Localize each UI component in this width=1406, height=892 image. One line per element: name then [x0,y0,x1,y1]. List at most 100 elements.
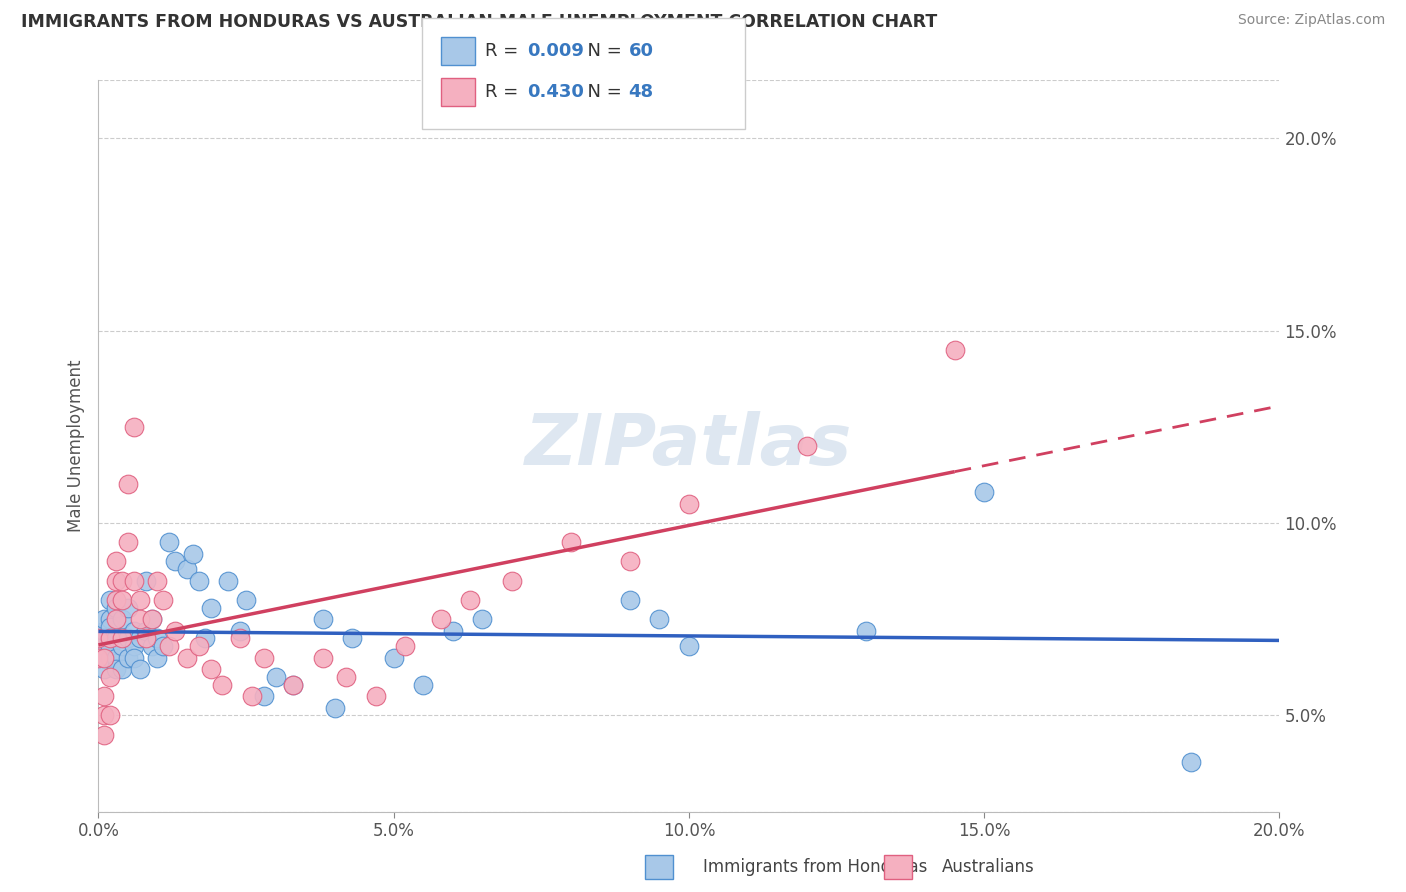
Point [943,343,966,357]
Point [98,670,121,684]
Point [93,650,115,665]
Point [146,632,169,646]
Point [111,612,134,626]
Text: 0.009: 0.009 [527,42,583,60]
Point [105,554,128,568]
Point [235,593,257,607]
Point [93,728,115,742]
Point [135,632,157,646]
Point [122,419,145,434]
Point [117,632,139,646]
Text: 60: 60 [628,42,654,60]
Text: N =: N = [576,42,628,60]
Point [141,612,163,626]
Point [1180,755,1202,769]
Point [128,593,150,607]
Point [87,650,110,665]
Point [117,477,139,491]
Text: Source: ZipAtlas.com: Source: ZipAtlas.com [1237,13,1385,28]
Point [117,535,139,549]
Text: IMMIGRANTS FROM HONDURAS VS AUSTRALIAN MALE UNEMPLOYMENT CORRELATION CHART: IMMIGRANTS FROM HONDURAS VS AUSTRALIAN M… [21,13,938,31]
Point [146,650,169,665]
Point [128,612,150,626]
Point [98,632,121,646]
Point [105,600,128,615]
Point [152,593,174,607]
Point [283,678,305,692]
Point [111,574,134,588]
Point [93,612,115,626]
Text: 0.430: 0.430 [527,83,583,101]
Point [382,650,405,665]
Point [146,574,169,588]
Point [93,708,115,723]
Point [122,624,145,638]
Point [194,632,217,646]
Point [283,678,305,692]
Text: 48: 48 [628,83,654,101]
Point [157,639,180,653]
Point [87,632,110,646]
Point [111,632,134,646]
Point [157,535,180,549]
Point [253,650,276,665]
Point [93,639,115,653]
Text: ZIPatlas: ZIPatlas [526,411,852,481]
Point [187,639,209,653]
Point [855,624,877,638]
Point [128,632,150,646]
Point [323,700,346,714]
Point [152,639,174,653]
Point [796,439,818,453]
Point [105,650,128,665]
Point [98,632,121,646]
Point [240,690,263,704]
Point [200,600,222,615]
Point [181,547,204,561]
Point [98,612,121,626]
Point [93,650,115,665]
Point [619,593,641,607]
Point [394,639,416,653]
Point [111,662,134,676]
Point [165,554,187,568]
Point [364,690,387,704]
Point [165,624,187,638]
Point [98,593,121,607]
Point [122,574,145,588]
Point [98,650,121,665]
Point [117,600,139,615]
Point [264,670,287,684]
Y-axis label: Male Unemployment: Male Unemployment [66,359,84,533]
Text: N =: N = [576,83,628,101]
Point [122,650,145,665]
Point [105,662,128,676]
Point [312,612,335,626]
Text: Immigrants from Honduras: Immigrants from Honduras [703,858,928,876]
Point [111,639,134,653]
Point [217,574,239,588]
Point [471,612,494,626]
Point [501,574,523,588]
Point [98,620,121,634]
Point [312,650,335,665]
Point [122,639,145,653]
Point [441,624,464,638]
Point [93,662,115,676]
Text: R =: R = [485,83,524,101]
Point [187,574,209,588]
Point [253,690,276,704]
Point [141,639,163,653]
Text: R =: R = [485,42,524,60]
Point [93,624,115,638]
Point [135,624,157,638]
Point [678,497,700,511]
Point [98,639,121,653]
Point [460,593,482,607]
Text: Australians: Australians [942,858,1035,876]
Point [93,690,115,704]
Point [117,650,139,665]
Point [105,593,128,607]
Point [128,662,150,676]
Point [678,639,700,653]
